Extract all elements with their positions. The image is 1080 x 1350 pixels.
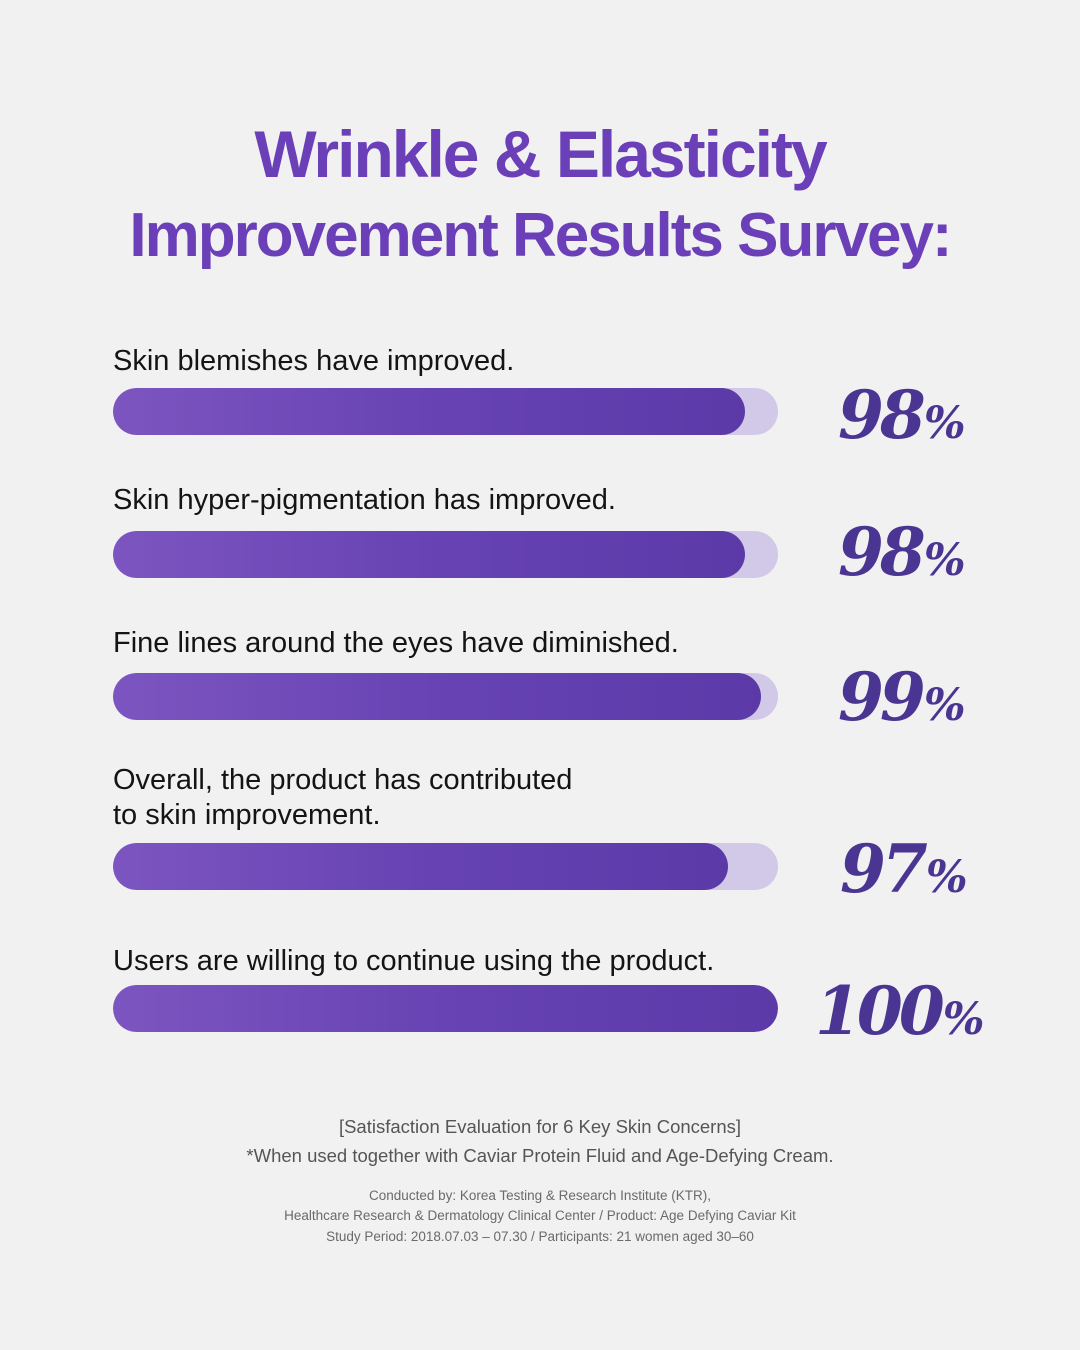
bar-category-label: Skin blemishes have improved. [113,345,515,377]
bar-track [113,985,778,1032]
bar-fill [113,531,745,578]
bar-value-number: 99 [838,658,926,736]
bar-fill [113,673,761,720]
page-title-line-2: Improvement Results Survey: [129,201,952,270]
bar-value-label: 97% [840,834,968,913]
bar-value-number: 98 [838,513,926,591]
bar-fill [113,843,728,890]
bar-value-unit: % [923,398,966,449]
bar-value-unit: % [942,994,985,1045]
footer-usage-note: *When used together with Caviar Protein … [246,1145,834,1166]
bar-category-label: Users are willing to continue using the … [113,945,715,977]
bar-value-number: 98 [838,376,926,454]
bar-category-label: Overall, the product has contributed [113,764,573,796]
bar-value-number: 100 [815,972,945,1050]
page-title-line-1: Wrinkle & Elasticity [254,117,827,191]
bar-track [113,843,778,890]
bar-value-label: 98% [838,380,966,459]
bar-value-label: 98% [838,517,966,596]
bar-value-unit: % [923,535,966,586]
footer-conducted-by: Conducted by: Korea Testing & Research I… [369,1188,711,1203]
bar-value-number: 97 [840,830,928,908]
bar-track [113,673,778,720]
bar-fill [113,985,778,1032]
bar-category-label: Skin hyper-pigmentation has improved. [113,484,616,516]
bar-fill [113,388,745,435]
bar-value-label: 99% [838,662,966,741]
bar-value-unit: % [925,852,968,903]
footer-center-product: Healthcare Research & Dermatology Clinic… [284,1208,796,1223]
bar-value-label: 100% [815,976,985,1055]
footer-study-period: Study Period: 2018.07.03 – 07.30 / Parti… [326,1229,754,1244]
bar-category-label: to skin improvement. [113,799,381,831]
bar-category-label: Fine lines around the eyes have diminish… [113,627,679,659]
bar-value-unit: % [923,680,966,731]
bar-track [113,531,778,578]
bar-track [113,388,778,435]
footer-evaluation-note: [Satisfaction Evaluation for 6 Key Skin … [338,1116,742,1137]
